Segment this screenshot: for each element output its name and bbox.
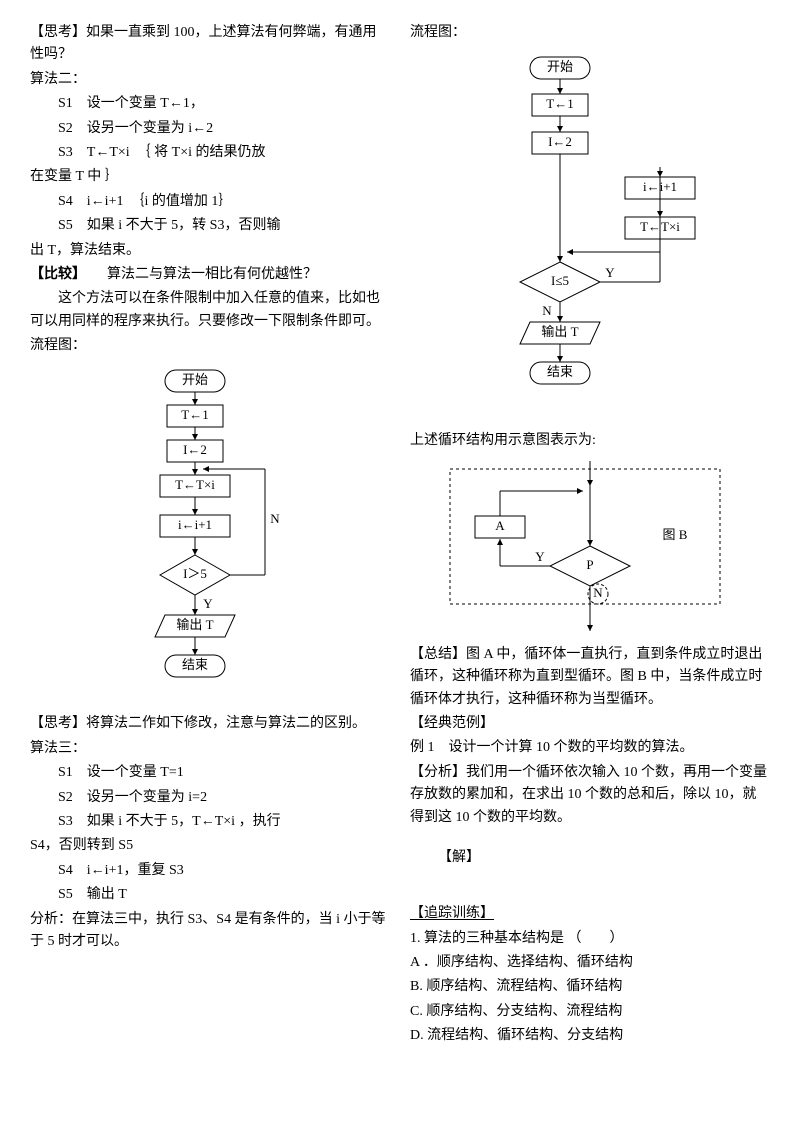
analysis-1: 分析：在算法三中，执行 S3、S4 是有条件的，当 i 小于等于 5 时才可以。 (30, 909, 390, 954)
flowchart-2-svg: 开始 T←1 I←2 i←i+1 T←T×i (460, 52, 720, 422)
svg-text:Y: Y (605, 265, 615, 280)
svg-text:N: N (593, 585, 603, 600)
svg-text:结束: 结束 (547, 364, 573, 379)
svg-text:T←1: T←1 (546, 96, 573, 111)
spacer-2 (410, 871, 770, 901)
alg2-s2: S2 设另一个变量为 i←2 (30, 118, 390, 140)
svg-text:Y: Y (203, 596, 213, 611)
svg-text:N: N (270, 511, 280, 526)
flowchart-b-svg: P Y A N 图 B (440, 461, 740, 636)
svg-text:I←2: I←2 (548, 134, 572, 149)
q1-c: C. 顺序结构、分支结构、流程结构 (410, 1001, 770, 1023)
alg3-s3b: S4，否则转到 S5 (30, 835, 390, 857)
example-1: 例 1 设计一个计算 10 个数的平均数的算法。 (410, 737, 770, 759)
compare-text: 算法二与算法一相比有何优越性？ (79, 267, 317, 282)
svg-text:Y: Y (535, 549, 545, 564)
practice-header: 【追踪训练】 (410, 903, 770, 925)
alg3-s2: S2 设另一个变量为 i=2 (30, 787, 390, 809)
think-2: 【思考】将算法二作如下修改，注意与算法二的区别。 (30, 713, 390, 735)
flow-label-2: 流程图： (410, 22, 770, 44)
svg-text:T←1: T←1 (181, 407, 208, 422)
q1-b: B. 顺序结构、流程结构、循环结构 (410, 976, 770, 998)
summary: 【总结】图 A 中，循环体一直执行，直到条件成立时退出循环，这种循环称为直到型循… (410, 644, 770, 711)
svg-text:图 B: 图 B (663, 527, 688, 542)
svg-text:开始: 开始 (182, 372, 208, 387)
svg-text:开始: 开始 (547, 59, 573, 74)
compare-label: 【比较】 (30, 267, 79, 282)
alg2-s5a: S5 如果 i 不大于 5，转 S3，否则输 (30, 215, 390, 237)
svg-text:I≤5: I≤5 (551, 273, 569, 288)
think-1: 【思考】如果一直乘到 100，上述算法有何弊端，有通用性吗？ (30, 22, 390, 67)
alg2-s3a: S3 T←T×i ｛ 将 T×i 的结果仍放 (30, 142, 390, 164)
spacer (410, 831, 770, 845)
q1: 1. 算法的三种基本结构是 （ ） (410, 928, 770, 950)
svg-text:A: A (495, 518, 505, 533)
alg2-s5b: 出 T，算法结束。 (30, 240, 390, 262)
left-column: 【思考】如果一直乘到 100，上述算法有何弊端，有通用性吗？ 算法二： S1 设… (30, 20, 390, 1050)
svg-text:i←i+1: i←i+1 (178, 517, 212, 532)
flowchart-1-svg: 开始 T←1 I←2 T←T×i i←i+1 I＞ (95, 365, 325, 705)
flow-label-1: 流程图： (30, 335, 390, 357)
compare: 【比较】 算法二与算法一相比有何优越性？ (30, 264, 390, 286)
alg3-header: 算法三： (30, 738, 390, 760)
alg3-s3: S3 如果 i 不大于 5，T←T×i ，执行 (30, 811, 390, 833)
compare-p1: 这个方法可以在条件限制中加入任意的值来，比如也可以用同样的程序来执行。只要修改一… (30, 288, 390, 333)
flowchart-schematic-b: P Y A N 图 B (410, 461, 770, 636)
example-header: 【经典范例】 (410, 713, 770, 735)
analysis-2: 【分析】我们用一个循环依次输入 10 个数，再用一个变量存放数的累加和，在求出 … (410, 762, 770, 829)
svg-text:T←T×i: T←T×i (175, 477, 215, 492)
svg-text:结束: 结束 (182, 657, 208, 672)
flowchart-2: 开始 T←1 I←2 i←i+1 T←T×i (410, 52, 770, 422)
q1-d: D. 流程结构、循环结构、分支结构 (410, 1025, 770, 1047)
flowchart-1: 开始 T←1 I←2 T←T×i i←i+1 I＞ (30, 365, 390, 705)
alg2-s3b: 在变量 T 中 ｝ (30, 166, 390, 188)
alg3-s5: S5 输出 T (30, 884, 390, 906)
solve-label: 【解】 (410, 847, 770, 869)
alg3-s4: S4 i←i+1，重复 S3 (30, 860, 390, 882)
svg-text:I←2: I←2 (183, 442, 207, 457)
svg-text:输出 T: 输出 T (541, 324, 578, 339)
alg2-s4: S4 i←i+1 ｛i 的值增加 1｝ (30, 191, 390, 213)
alg2-header: 算法二： (30, 69, 390, 91)
svg-text:I＞5: I＞5 (183, 566, 207, 581)
alg2-s1: S1 设一个变量 T←1， (30, 93, 390, 115)
q1-a: A ．顺序结构、选择结构、循环结构 (410, 952, 770, 974)
svg-text:N: N (542, 303, 552, 318)
alg3-s1: S1 设一个变量 T=1 (30, 762, 390, 784)
right-column: 流程图： 开始 T←1 I←2 (410, 20, 770, 1050)
svg-text:输出 T: 输出 T (176, 617, 213, 632)
schematic-label: 上述循环结构用示意图表示为: (410, 430, 770, 452)
svg-text:P: P (586, 557, 593, 572)
